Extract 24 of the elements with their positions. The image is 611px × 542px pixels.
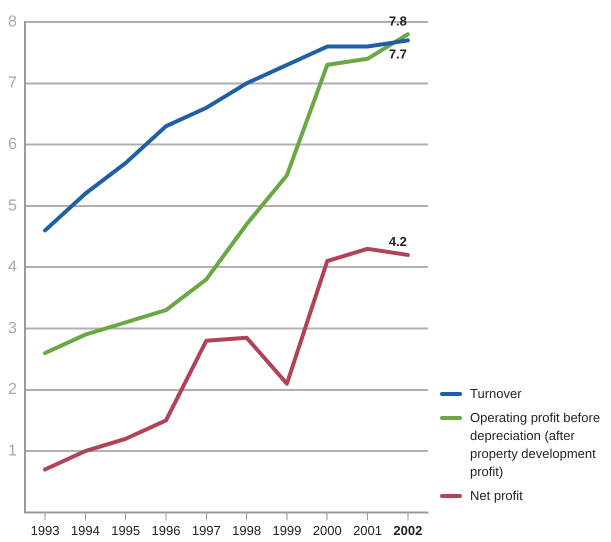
x-tick-label: 1996 <box>152 522 180 538</box>
legend-label: Net profit <box>470 487 523 505</box>
y-tick-label: 4 <box>8 258 17 276</box>
legend-label: Turnover <box>470 385 522 403</box>
y-tick-label: 1 <box>8 442 17 460</box>
data-label: 7.7 <box>388 46 407 62</box>
data-label: 4.2 <box>388 234 407 250</box>
y-tick-label: 6 <box>8 136 17 154</box>
legend-label: Operating profit before depreciation (after property development profit) <box>470 409 602 481</box>
y-tick-label: 8 <box>8 13 17 30</box>
x-tick-label: 2000 <box>312 522 342 538</box>
y-tick-label: 7 <box>8 74 17 92</box>
y-tick-label: 3 <box>8 320 17 337</box>
x-tick-label: 1998 <box>232 522 262 538</box>
x-tick-label: 1995 <box>111 522 140 538</box>
x-tick-label: 2001 <box>353 522 382 538</box>
y-tick-label: 5 <box>8 197 17 214</box>
x-tick-label: 2002 <box>393 522 422 538</box>
x-tick-label: 1999 <box>272 522 302 538</box>
x-tick-label: 1997 <box>192 522 221 538</box>
data-label: 7.8 <box>388 13 407 28</box>
x-tick-label: 1994 <box>70 522 100 538</box>
x-tick-label: 1993 <box>30 522 60 538</box>
y-tick-label: 2 <box>8 381 17 398</box>
